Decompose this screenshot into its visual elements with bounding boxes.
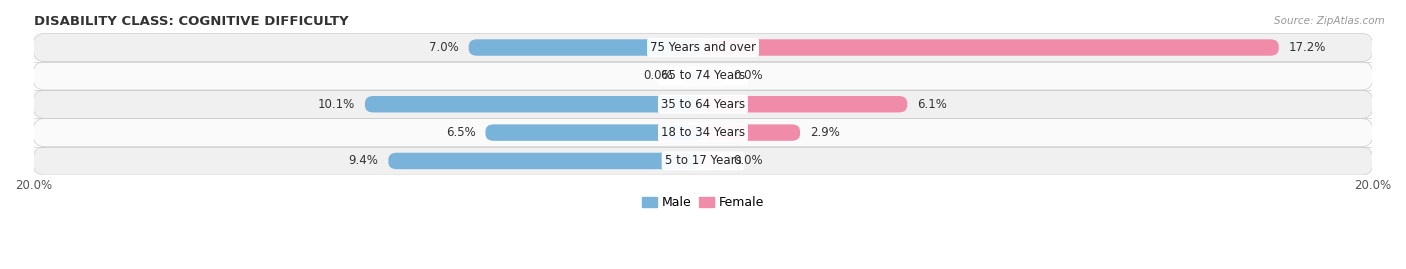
FancyBboxPatch shape	[34, 33, 1372, 62]
Text: 9.4%: 9.4%	[349, 154, 378, 168]
Text: 2.9%: 2.9%	[810, 126, 839, 139]
Text: 35 to 64 Years: 35 to 64 Years	[661, 98, 745, 111]
FancyBboxPatch shape	[366, 96, 703, 112]
Text: 75 Years and over: 75 Years and over	[650, 41, 756, 54]
Text: 6.1%: 6.1%	[917, 98, 948, 111]
FancyBboxPatch shape	[703, 68, 723, 84]
FancyBboxPatch shape	[468, 39, 703, 56]
FancyBboxPatch shape	[485, 124, 703, 141]
FancyBboxPatch shape	[703, 96, 907, 112]
Legend: Male, Female: Male, Female	[637, 191, 769, 214]
Text: DISABILITY CLASS: COGNITIVE DIFFICULTY: DISABILITY CLASS: COGNITIVE DIFFICULTY	[34, 15, 349, 28]
Text: 65 to 74 Years: 65 to 74 Years	[661, 69, 745, 82]
Text: 7.0%: 7.0%	[429, 41, 458, 54]
FancyBboxPatch shape	[34, 118, 1372, 147]
Text: 10.1%: 10.1%	[318, 98, 354, 111]
FancyBboxPatch shape	[683, 68, 703, 84]
Text: 6.5%: 6.5%	[446, 126, 475, 139]
FancyBboxPatch shape	[388, 153, 703, 169]
FancyBboxPatch shape	[34, 62, 1372, 90]
FancyBboxPatch shape	[703, 39, 1278, 56]
FancyBboxPatch shape	[703, 124, 800, 141]
Text: 18 to 34 Years: 18 to 34 Years	[661, 126, 745, 139]
Text: 5 to 17 Years: 5 to 17 Years	[665, 154, 741, 168]
FancyBboxPatch shape	[34, 147, 1372, 175]
Text: 0.0%: 0.0%	[733, 69, 762, 82]
FancyBboxPatch shape	[34, 90, 1372, 118]
Text: 17.2%: 17.2%	[1289, 41, 1326, 54]
FancyBboxPatch shape	[703, 153, 723, 169]
Text: Source: ZipAtlas.com: Source: ZipAtlas.com	[1274, 16, 1385, 26]
Text: 0.0%: 0.0%	[644, 69, 673, 82]
Text: 0.0%: 0.0%	[733, 154, 762, 168]
